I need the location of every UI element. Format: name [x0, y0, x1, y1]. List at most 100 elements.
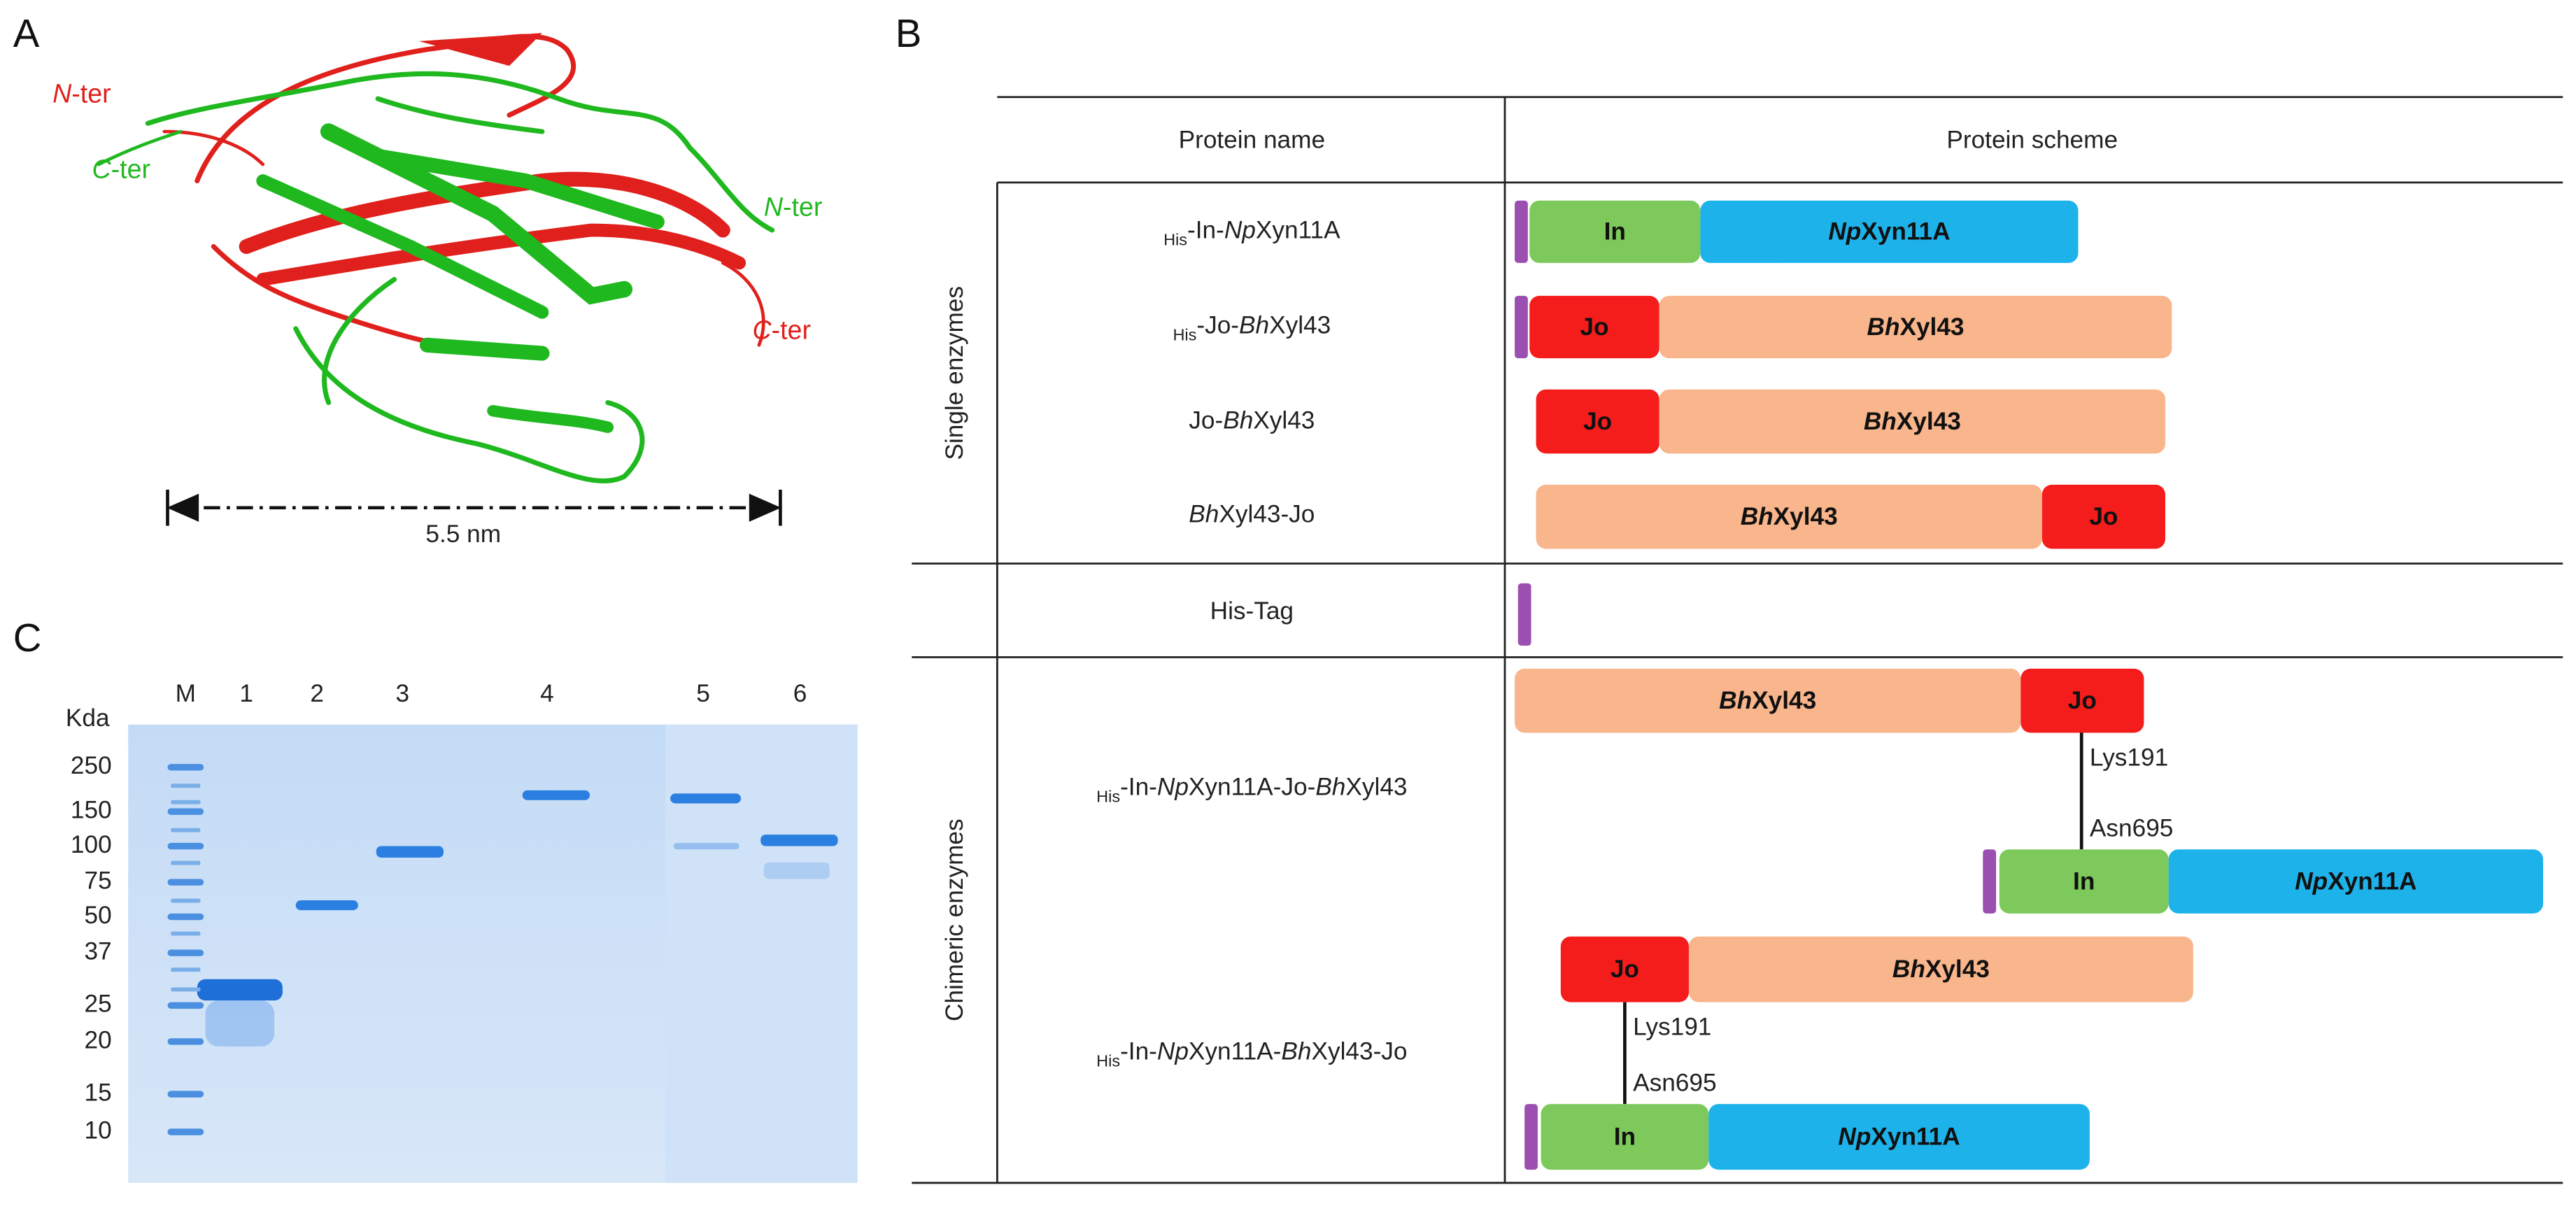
- domain-block: [1541, 1104, 1709, 1170]
- domain-block: [1659, 295, 2172, 359]
- text-segment: His: [1173, 326, 1196, 344]
- text-segment: Xyl43-Jo: [1219, 501, 1315, 528]
- text-segment: Xyl43: [1269, 312, 1331, 339]
- text-segment: Xyl43: [1897, 408, 1961, 435]
- marker-label: 20: [84, 1026, 111, 1054]
- domain-label: BhXyl43: [1741, 503, 1838, 530]
- text-segment: C: [92, 154, 111, 183]
- domain-block: [1999, 849, 2169, 914]
- text-segment: Xyn11A-Jo-: [1189, 774, 1315, 801]
- domain-block: [1515, 200, 1528, 263]
- marker-label: 10: [84, 1116, 111, 1144]
- lane-label: 5: [696, 680, 710, 707]
- text-segment: Bh: [1741, 503, 1774, 530]
- lane-label: 3: [396, 680, 410, 707]
- text-segment: Np: [1828, 218, 1861, 246]
- residue-label: Lys191: [1633, 1013, 1711, 1040]
- ladder-band: [167, 1091, 204, 1098]
- group-label: Chimeric enzymes: [941, 818, 968, 1021]
- domain-label: NpXyn11A: [1838, 1123, 1960, 1151]
- domain-block: [2168, 849, 2544, 914]
- text-segment: -In-: [1187, 217, 1224, 244]
- scale-label: 5.5 nm: [425, 520, 501, 548]
- domain-label: Jo: [2068, 687, 2097, 714]
- domain-label: BhXyl43: [1719, 687, 1816, 714]
- marker-label: 37: [84, 937, 111, 965]
- text-segment: N: [764, 192, 784, 221]
- text-segment: N: [52, 78, 72, 108]
- text-segment: Bh: [1719, 687, 1752, 714]
- panel-label: B: [896, 11, 922, 55]
- text-segment: C: [752, 315, 772, 344]
- domain-block: [1529, 200, 1701, 263]
- domain-block: [1536, 389, 1659, 454]
- terminus-label: N-ter: [52, 78, 111, 108]
- gel: [128, 724, 666, 1183]
- text-segment: Jo-: [1189, 407, 1223, 434]
- text-segment: Bh: [1315, 774, 1345, 801]
- domain-block: [1983, 849, 1997, 914]
- marker-label: 250: [71, 752, 112, 779]
- gel: [665, 724, 858, 1183]
- terminus-label: N-ter: [764, 192, 822, 221]
- text-segment: Xyn11A-: [1189, 1038, 1281, 1065]
- protein-name: His-In-NpXyn11A-Jo-BhXyl43: [1096, 774, 1407, 806]
- text-segment: Np: [1157, 1038, 1189, 1065]
- domain-label: Jo: [1611, 956, 1639, 983]
- ladder-band: [171, 860, 201, 865]
- domain-block: [1708, 1104, 2090, 1170]
- ladder-band: [167, 1038, 204, 1045]
- text-segment: Jo: [1611, 956, 1639, 983]
- domain-block: [2021, 668, 2144, 733]
- ladder-band: [167, 913, 204, 921]
- domain-block: [1560, 936, 1689, 1002]
- ladder-band: [167, 1128, 204, 1135]
- text-segment: Xyl43: [1925, 956, 1990, 983]
- domain-label: In: [2073, 868, 2095, 895]
- column-header: Protein name: [1179, 126, 1325, 153]
- domain-label: BhXyl43: [1867, 313, 1965, 341]
- text-segment: Xyn11A: [2328, 868, 2416, 895]
- text-segment: -ter: [772, 315, 811, 344]
- domain-label: Jo: [2089, 503, 2118, 530]
- residue-label: Asn695: [2090, 814, 2173, 842]
- text-segment: His: [1163, 231, 1187, 249]
- ladder-band: [167, 949, 204, 956]
- protein-name: His-Jo-BhXyl43: [1173, 312, 1331, 344]
- protein-structure: [97, 33, 775, 484]
- ladder-band: [171, 967, 201, 972]
- text-segment: -Jo-: [1196, 312, 1239, 339]
- text-segment: Xyl43-Jo: [1311, 1038, 1407, 1065]
- text-segment: Xyl43: [1899, 313, 1964, 341]
- group-label: Single enzymes: [941, 286, 968, 460]
- ladder-band: [171, 783, 201, 788]
- text-segment: -In-: [1120, 1038, 1157, 1065]
- ladder-band: [171, 931, 201, 936]
- ladder-band: [167, 879, 204, 886]
- text-segment: Xyl43: [1345, 774, 1407, 801]
- domain-label: In: [1604, 218, 1626, 246]
- terminus-label: C-ter: [752, 315, 810, 344]
- domain-block: [1659, 389, 2165, 454]
- domain-block: [2041, 484, 2165, 549]
- domain-block: [1515, 295, 1528, 359]
- text-segment: His: [1096, 788, 1120, 806]
- text-segment: Jo: [1583, 408, 1612, 435]
- residue-label: Lys191: [2090, 744, 2168, 771]
- domain-block: [1515, 668, 2021, 733]
- domain-label: Jo: [1580, 313, 1608, 341]
- text-segment: Np: [1157, 774, 1189, 801]
- text-segment: Bh: [1189, 501, 1219, 528]
- text-segment: His: [1096, 1052, 1120, 1070]
- marker-label: 25: [84, 991, 111, 1018]
- table-lines: [912, 96, 2563, 1184]
- domain-label: BhXyl43: [1892, 956, 1990, 983]
- column-header: Protein scheme: [1946, 126, 2118, 153]
- marker-label: 15: [84, 1079, 111, 1106]
- domain-block: [1700, 200, 2079, 263]
- ladder-band: [167, 1002, 204, 1009]
- gel-bands: [197, 790, 838, 1047]
- text-segment: In: [2073, 868, 2095, 895]
- text-segment: Jo: [2089, 503, 2118, 530]
